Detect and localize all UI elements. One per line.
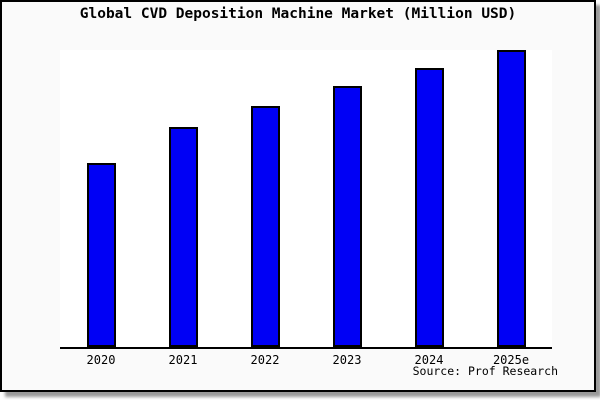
plot-area xyxy=(60,50,552,349)
x-tick-label-2023: 2023 xyxy=(332,353,362,367)
x-tick-label-2021: 2021 xyxy=(168,353,198,367)
bar-2020 xyxy=(86,163,116,347)
chart-title: Global CVD Deposition Machine Market (Mi… xyxy=(79,6,517,22)
x-tick-label-2025e: 2025e xyxy=(492,353,530,367)
source-note: Source: Prof Research xyxy=(412,364,558,378)
bar-2022 xyxy=(250,106,280,347)
bar-slot-2022 xyxy=(224,50,306,347)
bar-slot-2021 xyxy=(142,50,224,347)
bar-slot-2024 xyxy=(388,50,470,347)
x-tick-label-2022: 2022 xyxy=(250,353,280,367)
bar-series xyxy=(60,50,552,347)
x-tick-label-2020: 2020 xyxy=(86,353,116,367)
x-tick-label-2024: 2024 xyxy=(414,353,444,367)
x-axis-labels: 2020 2021 2022 2023 2024 2025e xyxy=(60,353,552,367)
bar-2021 xyxy=(168,127,198,347)
bar-2024 xyxy=(414,68,444,347)
chart-figure: Global CVD Deposition Machine Market (Mi… xyxy=(0,0,596,392)
bar-2025e xyxy=(496,50,526,347)
bar-slot-2025e xyxy=(470,50,552,347)
bar-slot-2020 xyxy=(60,50,142,347)
bar-slot-2023 xyxy=(306,50,388,347)
bar-2023 xyxy=(332,86,362,347)
